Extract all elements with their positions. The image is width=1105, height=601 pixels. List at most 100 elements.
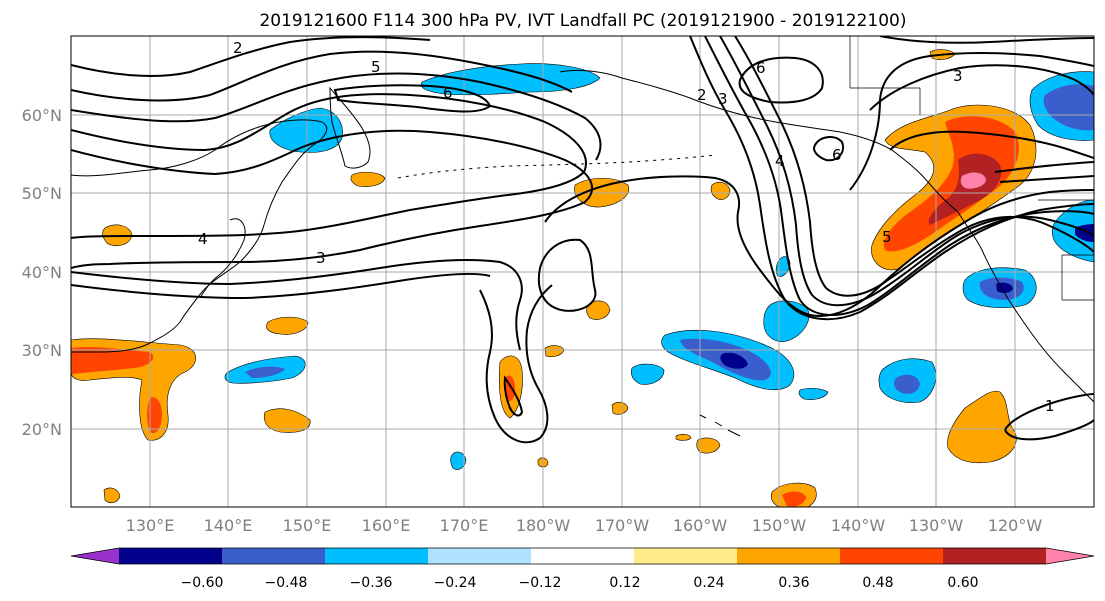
colorbar-segment <box>737 548 841 564</box>
contour-label: 6 <box>756 59 766 77</box>
lon-label: 130°E <box>126 516 175 535</box>
shade-pos-west-pacific-core <box>71 347 154 374</box>
colorbar-segment <box>222 548 326 564</box>
shade-neg-okhotsk <box>269 107 343 153</box>
colorbar-outline <box>70 547 1095 565</box>
shade-pos-small-8 <box>611 401 629 415</box>
colorbar-segment <box>943 548 1047 564</box>
shade-pos-nw-coast-peak <box>960 172 986 189</box>
lon-label: 170°E <box>440 516 489 535</box>
figure-title: 2019121600 F114 300 hPa PV, IVT Landfall… <box>259 11 906 31</box>
coast-na-interior <box>849 36 1094 301</box>
shade-pos-west-pacific-tail <box>147 397 162 434</box>
colorbar-tick-label: 0.48 <box>862 575 893 591</box>
contour-ne-5 <box>999 175 1094 183</box>
shade-neg-bering <box>420 63 601 96</box>
contour-label: 2 <box>697 86 707 104</box>
lat-label: 30°N <box>22 341 62 360</box>
coast-japan <box>199 218 246 299</box>
colorbar-segment <box>325 548 429 564</box>
lon-label: 180°W <box>516 516 571 535</box>
colorbar-segment <box>119 548 223 564</box>
lon-label: 160°W <box>673 516 728 535</box>
colorbar-tick-label: −0.36 <box>350 575 393 591</box>
contour-trough-inner-3 <box>719 36 1094 307</box>
shade-neg-central-core <box>720 352 748 369</box>
contour-ne-3 <box>889 130 1094 159</box>
colorbar-tick-label: 0.60 <box>947 575 978 591</box>
longitude-labels: 130°E 140°E 150°E 160°E 170°E 180°W 170°… <box>126 516 1043 535</box>
colorbar-tick-label: −0.60 <box>181 575 224 591</box>
contour-outer-s <box>71 259 523 351</box>
shade-pos-small-13 <box>675 433 692 441</box>
contour-ne-4 <box>994 161 1094 173</box>
shade-pos-subtropic-east <box>947 390 1017 464</box>
colorbar-ticks: −0.60 −0.48 −0.36 −0.24 −0.12 0.12 0.24 … <box>181 575 979 591</box>
contour-ne-2 <box>879 36 1094 44</box>
shade-pos-small-3 <box>263 408 311 433</box>
contour-1-southeast <box>1004 393 1094 441</box>
contour-plume-3 <box>503 375 524 417</box>
colorbar-tick-label: −0.24 <box>434 575 477 591</box>
colorbar-segment <box>840 548 944 564</box>
positive-anomaly-shading <box>71 49 1037 507</box>
shade-neg-small-1 <box>630 363 665 385</box>
contour-6-east-loop <box>738 56 824 104</box>
contour-north-2 <box>71 72 602 161</box>
shade-pos-small-2 <box>266 316 309 335</box>
coast-asia <box>71 119 328 353</box>
shade-neg-west-subtropic-core <box>245 366 285 378</box>
contour-plume-1 <box>537 238 597 312</box>
shade-pos-small-5 <box>586 300 611 320</box>
lon-label: 150°E <box>283 516 332 535</box>
contour-label: 6 <box>443 84 453 102</box>
lon-label: 130°W <box>909 516 964 535</box>
colorbar-segment <box>428 548 532 564</box>
shade-pos-small-11 <box>103 487 121 504</box>
shade-neg-small-4 <box>775 256 791 277</box>
lat-label: 50°N <box>22 184 62 203</box>
contour-label: 5 <box>882 228 892 246</box>
shade-neg-far-east-top-core <box>1043 84 1094 131</box>
coastlines <box>71 36 1094 437</box>
contour-north-1 <box>71 50 573 102</box>
colorbar-extend-max <box>1046 548 1094 564</box>
map-frame <box>70 35 1095 508</box>
contour-label: 5 <box>371 58 381 76</box>
colorbar-extend-min <box>71 548 119 564</box>
colorbar: −0.60 −0.48 −0.36 −0.24 −0.12 0.12 0.24 … <box>70 547 1095 591</box>
contour-label: 4 <box>198 230 208 248</box>
colorbar-tick-label: 0.24 <box>693 575 724 591</box>
contour-label: 1 <box>1045 397 1055 415</box>
colorbar-tick-label: −0.12 <box>519 575 562 591</box>
contour-label: 4 <box>775 152 785 170</box>
shade-neg-small-2 <box>798 387 829 400</box>
lon-label: 150°W <box>752 516 807 535</box>
colorbar-segment <box>531 548 635 564</box>
contour-label: 3 <box>718 90 728 108</box>
colorbar-segment <box>634 548 738 564</box>
lat-label: 20°N <box>22 420 62 439</box>
shade-pos-nw-coast-mid <box>883 116 1019 252</box>
latitude-labels: 60°N 50°N 40°N 30°N 20°N <box>22 106 62 439</box>
map-area: 2 5 6 4 3 2 3 6 4 6 3 5 1 <box>71 36 1094 507</box>
shade-pos-small-4 <box>350 171 386 187</box>
contour-label: 3 <box>953 67 963 85</box>
coast-hawaii <box>699 414 741 437</box>
lat-label: 40°N <box>22 263 62 282</box>
negative-anomaly-shading <box>224 63 1094 470</box>
shade-neg-east-2-core <box>894 374 920 394</box>
shade-pos-nw-coast-inner <box>928 153 1002 225</box>
colorbar-tick-label: −0.48 <box>265 575 308 591</box>
contour-label: 6 <box>832 146 842 164</box>
contour-plume-2 <box>479 284 553 444</box>
colorbar-segments <box>70 547 1095 565</box>
coast-kamchatka <box>329 86 371 169</box>
contour-6-small <box>813 136 844 162</box>
contour-outer-s2 <box>71 272 491 300</box>
shade-neg-small-3 <box>450 451 467 470</box>
contour-ne-1 <box>869 64 1094 111</box>
coast-aleutians <box>397 154 716 179</box>
contour-3-east <box>849 52 1094 191</box>
